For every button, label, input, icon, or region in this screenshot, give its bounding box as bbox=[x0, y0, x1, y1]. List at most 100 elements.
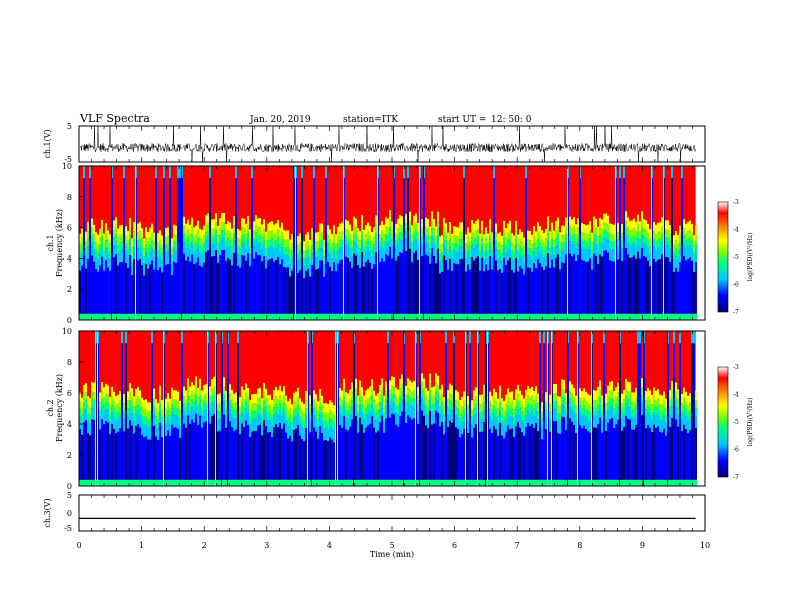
spectrogram-cell bbox=[571, 228, 573, 237]
spectrogram-cell bbox=[539, 243, 541, 251]
spectrogram-cell bbox=[555, 230, 557, 238]
spectrogram-cell bbox=[621, 248, 623, 262]
spectrogram-cell bbox=[411, 479, 413, 486]
ch1-ytick-top: 5 bbox=[67, 122, 72, 131]
spectrogram-cell bbox=[499, 249, 501, 257]
spectrogram-cell bbox=[219, 255, 221, 314]
spectrogram-cell bbox=[323, 440, 325, 480]
spectrogram-cell bbox=[433, 479, 435, 486]
spectrogram-cell bbox=[361, 396, 363, 405]
spectrogram-cell bbox=[211, 403, 213, 417]
spectrogram-cell bbox=[127, 391, 129, 401]
spectrogram-cell bbox=[325, 427, 327, 441]
spectrogram-cell bbox=[621, 261, 623, 314]
spectrogram-cell bbox=[201, 246, 203, 255]
spectrogram-cell bbox=[295, 428, 297, 480]
spectrogram-cell bbox=[573, 479, 575, 486]
spectrogram-cell bbox=[153, 479, 155, 486]
spectrogram-cell bbox=[493, 178, 495, 314]
spectrogram-cell bbox=[279, 313, 281, 320]
spectrogram-cell bbox=[269, 313, 271, 320]
spectrogram-cell bbox=[155, 408, 157, 417]
spectrogram-cell bbox=[283, 267, 285, 314]
spectrogram-cell bbox=[333, 250, 335, 263]
spectrogram-cell bbox=[273, 414, 275, 428]
spectrogram-cell bbox=[443, 422, 445, 435]
spectrogram-cell bbox=[349, 249, 351, 262]
spectrogram-cell bbox=[361, 412, 363, 425]
spectrogram-cell bbox=[449, 238, 451, 247]
spectrogram-cell bbox=[291, 404, 293, 414]
spectrogram-cell bbox=[189, 386, 191, 396]
spectrogram-cell bbox=[535, 240, 537, 249]
spectrogram-cell bbox=[501, 260, 503, 273]
spectrogram-impulse bbox=[663, 166, 664, 320]
spectrogram-cell bbox=[433, 411, 435, 424]
spectrogram-cell bbox=[101, 244, 103, 257]
spectrogram-cell bbox=[657, 426, 659, 480]
spectrogram-cell bbox=[457, 313, 459, 320]
spectrogram-cell bbox=[611, 405, 613, 419]
spectrogram-cell bbox=[427, 428, 429, 480]
spectrogram-cell bbox=[79, 401, 81, 410]
spectrogram-cell bbox=[311, 228, 313, 238]
spectrogram-cell bbox=[541, 439, 543, 480]
spectrogram-cell bbox=[395, 387, 397, 397]
spectrogram-cell bbox=[229, 409, 231, 422]
spectrogram-cell bbox=[641, 248, 643, 314]
spectrogram-cell bbox=[431, 479, 433, 486]
spectrogram-cell bbox=[253, 230, 255, 239]
spectrogram-cell bbox=[451, 234, 453, 244]
spectrogram-cell bbox=[177, 178, 179, 314]
spectrogram-cell bbox=[647, 240, 649, 249]
spectrogram-cell bbox=[239, 421, 241, 435]
spectrogram-cell bbox=[159, 395, 161, 403]
spectrogram-cell bbox=[603, 313, 605, 320]
spectrogram-cell bbox=[213, 393, 215, 402]
spectrogram-cell bbox=[425, 388, 427, 398]
spectrogram-cell bbox=[231, 313, 233, 320]
spectrogram-cell bbox=[267, 432, 269, 480]
spectrogram-cell bbox=[665, 313, 667, 320]
spectrogram-cell bbox=[569, 253, 571, 314]
spectrogram-cell bbox=[395, 479, 397, 486]
spectrogram-cell bbox=[565, 479, 567, 486]
spectrogram-impulse bbox=[579, 166, 580, 320]
spectrogram-cell bbox=[373, 264, 375, 314]
spectrogram-cell bbox=[189, 396, 191, 404]
spectrogram-cell bbox=[169, 313, 171, 320]
spectrogram-cell bbox=[595, 415, 597, 428]
spectrogram-impulse bbox=[97, 331, 98, 486]
spectrogram-cell bbox=[325, 479, 327, 486]
spectrogram-cell bbox=[503, 410, 505, 419]
spectrogram-cell bbox=[359, 248, 361, 256]
spectrogram-impulse bbox=[415, 331, 416, 486]
spectrogram-cell bbox=[145, 399, 147, 409]
spectrogram-cell bbox=[209, 403, 211, 412]
spectrogram-cell bbox=[327, 428, 329, 442]
spectrogram-cell bbox=[113, 391, 115, 401]
spectrogram-cell bbox=[587, 224, 589, 234]
spectrogram-cell bbox=[361, 424, 363, 480]
spectrogram-cell bbox=[599, 227, 601, 235]
spectrogram-cell bbox=[655, 407, 657, 416]
spectrogram-cell bbox=[387, 255, 389, 314]
spectrogram-cell bbox=[597, 424, 599, 480]
spectrogram-cell bbox=[103, 313, 105, 320]
spectrogram-cell bbox=[79, 313, 81, 320]
spectrogram-cell bbox=[609, 419, 611, 480]
spectrogram-cell bbox=[595, 255, 597, 314]
spectrogram-cell bbox=[409, 221, 411, 229]
spectrogram-cell bbox=[553, 267, 555, 314]
spectrogram-cell bbox=[607, 422, 609, 480]
spectrogram-cell bbox=[467, 244, 469, 253]
spectrogram-cell bbox=[265, 389, 267, 399]
spectrogram-cell bbox=[135, 479, 137, 486]
spectrogram-cell bbox=[635, 412, 637, 425]
spectrogram-cell bbox=[459, 222, 461, 232]
spectrogram-cell bbox=[201, 415, 203, 428]
spectrogram-cell bbox=[173, 427, 175, 480]
spectrogram-cell bbox=[223, 377, 225, 387]
spectrogram-cell bbox=[431, 228, 433, 236]
spectrogram-cell bbox=[207, 313, 209, 320]
